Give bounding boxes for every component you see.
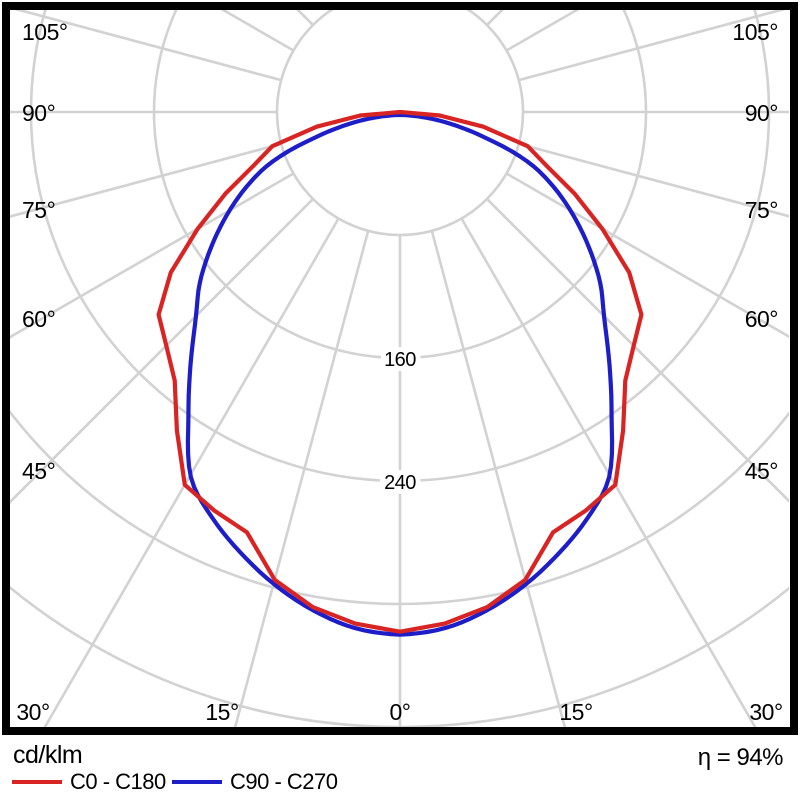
tick-right-45°: 45° [745,458,778,484]
curve-c90-c270 [185,112,615,637]
legend-item-c0-c180: C0 - C180 [12,769,166,794]
angle-spoke-330 [43,217,340,727]
unit-label: cd/klm [13,741,83,769]
angle-spoke-255 [14,10,282,82]
legend-swatch-c0-c180-red-line [12,779,62,785]
tick-bottom-15°: 15° [559,699,592,725]
tick-bottom-15°: 15° [205,699,238,725]
radial-ring-80 [275,10,525,237]
tick-left-60°: 60° [22,306,55,332]
tick-right-105°: 105° [732,19,778,45]
tick-left-75°: 75° [22,197,55,223]
tick-left-105°: 105° [22,19,68,45]
legend-label-c90-c270: C90 - C270 [230,769,338,794]
angle-spoke-75 [518,142,789,218]
ring-label-240: 240 [384,472,416,494]
tick-left-90°: 90° [22,100,55,126]
tick-right-75°: 75° [745,197,778,223]
angle-spoke-45 [486,198,789,503]
tick-right-60°: 60° [745,306,778,332]
angle-spoke-105 [518,10,786,82]
angle-spoke-60 [505,172,789,339]
tick-bottom-0°: 0° [390,699,411,725]
angle-spoke-30 [460,217,757,727]
angle-spoke-285 [10,142,282,218]
legend-label-c0-c180: C0 - C180 [70,769,166,794]
intensity-curves [156,109,644,637]
tick-bottom-30°: 30° [749,699,782,725]
tick-bottom-30°: 30° [16,699,49,725]
axis-labels: 105° 90° 75° 60° 45° 105° 90° 75° 60° 45° 30° 15° 0°… [16,19,783,725]
tick-right-90°: 90° [745,100,778,126]
plot-frame [2,2,798,735]
legend-item-c90-c270: C90 - C270 [172,769,338,794]
efficiency-label: η = 94% [697,744,784,771]
ring-label-160: 160 [384,349,416,371]
angle-spoke-15 [430,230,567,727]
curve-c0-c180 [156,109,644,634]
angle-spoke-300 [10,172,295,339]
legend-swatch-c90-c270-blue-line [172,779,222,785]
tick-left-45°: 45° [22,458,55,484]
angle-spoke-345 [233,230,370,727]
angle-spoke-315 [10,198,314,504]
